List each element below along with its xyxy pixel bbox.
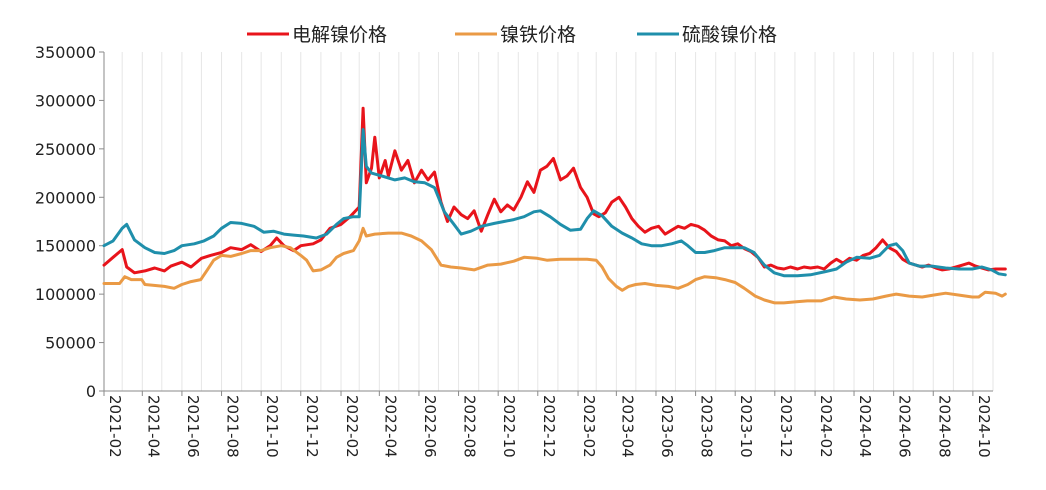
x-tick-label: 2021-08 [224, 395, 242, 458]
legend-label: 镍铁价格 [500, 24, 576, 46]
x-tick-label: 2022-08 [461, 395, 479, 458]
series-line-2 [102, 226, 1007, 305]
series-line-3 [102, 128, 1007, 278]
x-tick-label: 2022-12 [540, 395, 558, 458]
y-axis-ticks: 0 50000 100000 150000 200000 250000 300000 3500… [35, 43, 104, 401]
x-tick-label: 2022-04 [381, 395, 399, 458]
x-tick-label: 2021-10 [263, 395, 281, 458]
x-tick-label: 2023-12 [777, 395, 795, 458]
x-tick-label: 2024-02 [817, 395, 835, 458]
x-tick-label: 2023-10 [737, 395, 755, 458]
x-tick-label: 2023-06 [658, 395, 676, 458]
series-line-1 [102, 106, 1007, 275]
x-tick-label: 2021-06 [184, 395, 202, 458]
y-tick-label: 350000 [35, 43, 96, 62]
vertical-gridlines [103, 52, 994, 391]
y-tick-label: 0 [86, 382, 96, 401]
x-tick-label: 2022-06 [421, 395, 439, 458]
x-tick-label: 2024-04 [856, 395, 874, 458]
y-tick-label: 50000 [45, 334, 96, 353]
x-tick-label: 2024-10 [975, 395, 993, 458]
legend-label: 硫酸镍价格 [682, 24, 777, 46]
x-tick-label: 2023-02 [580, 395, 598, 458]
axes [103, 52, 993, 392]
x-tick-label: 2021-02 [106, 395, 124, 458]
legend: 电解镍价格 镍铁价格 硫酸镍价格 [247, 24, 777, 46]
x-tick-label: 2024-08 [935, 395, 953, 458]
legend-label: 电解镍价格 [292, 24, 387, 46]
y-tick-label: 150000 [35, 237, 96, 256]
y-tick-label: 100000 [35, 285, 96, 304]
y-tick-label: 200000 [35, 188, 96, 207]
x-tick-label: 2022-02 [343, 395, 361, 458]
x-axis-ticks: 2021-02 2021-04 2021-06 2021-08 2021-10 2021-… [103, 391, 993, 458]
series-lines [102, 106, 1007, 305]
x-tick-label: 2023-08 [698, 395, 716, 458]
x-tick-label: 2022-10 [500, 395, 518, 458]
x-tick-label: 2021-12 [303, 395, 321, 458]
x-tick-label: 2023-04 [618, 395, 636, 458]
x-tick-label: 2024-06 [896, 395, 914, 458]
y-tick-label: 250000 [35, 140, 96, 159]
y-tick-label: 300000 [35, 91, 96, 110]
x-tick-label: 2021-04 [144, 395, 162, 458]
